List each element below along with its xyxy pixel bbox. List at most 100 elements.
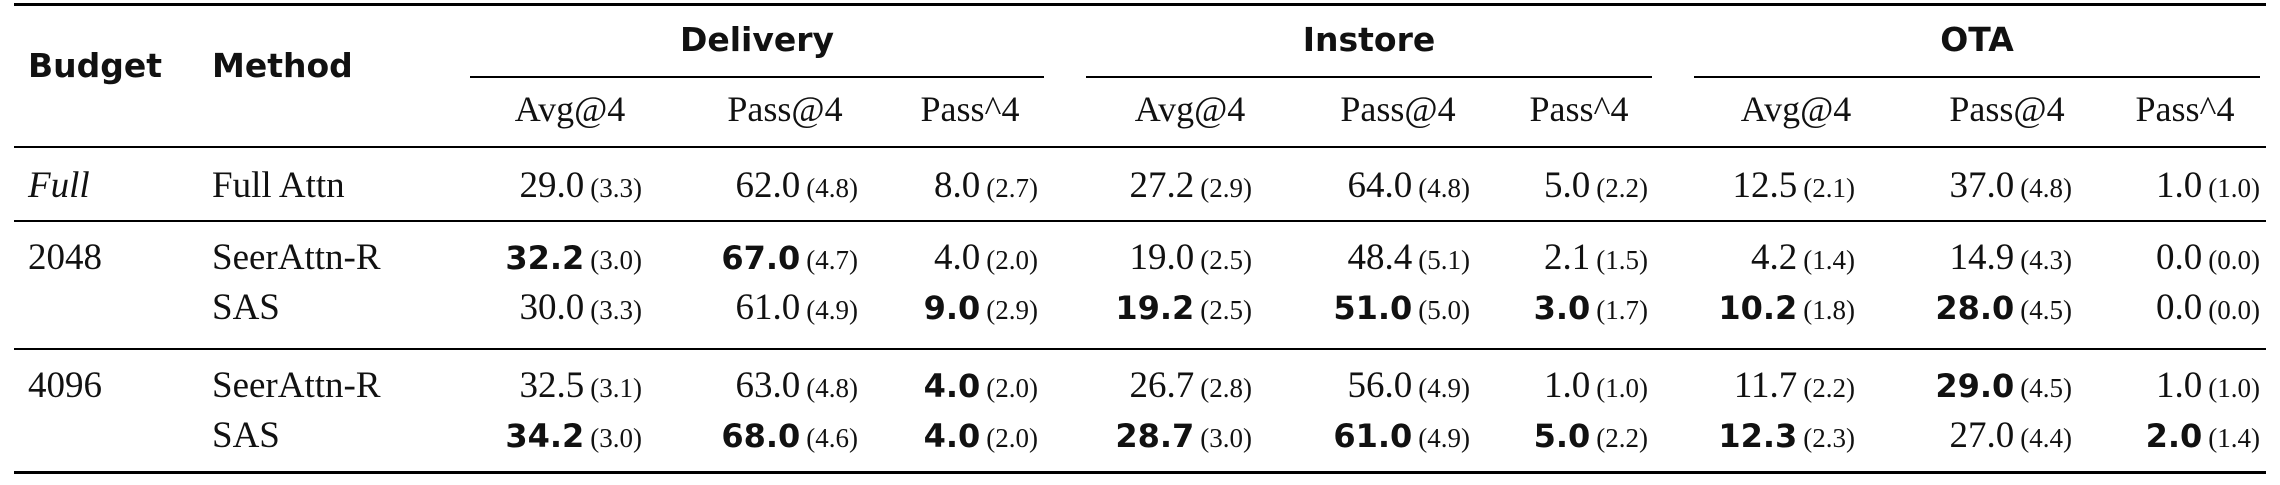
table-cell-delivery-passall: 4.0 (2.0) [924,414,1038,457]
method-cell-full-attn: Full Attn [212,165,345,206]
table-cell-instore-avg: 28.7 (3.0) [1115,414,1252,457]
cell-std-error: (4.8) [806,173,858,203]
table-cell-ota-avg: 12.3 (2.3) [1718,414,1855,457]
table-cell-delivery-avg: 29.0 (3.3) [520,164,642,207]
table-cell-delivery-passall: 9.0 (2.9) [924,286,1038,329]
table-cell-delivery-pass: 68.0 (4.6) [721,414,858,457]
cell-value: 11.7 [1733,365,1798,406]
section-rule-2 [14,348,2266,350]
cell-std-error: (3.3) [590,173,642,203]
table-cell-ota-passall: 1.0 (1.0) [2156,164,2260,207]
table-cell-instore-passall: 5.0 (2.2) [1544,164,1648,207]
cell-std-error: (2.7) [986,173,1038,203]
cell-std-error: (1.0) [1596,373,1648,403]
cell-value: 2.0 [2145,417,2203,455]
cell-value: 27.0 [1949,415,2015,456]
cell-value: 56.0 [1347,365,1413,406]
group-header-ota: OTA [1940,20,2014,59]
table-cell-ota-avg: 10.2 (1.8) [1718,286,1855,329]
cell-value: 0.0 [2156,237,2203,278]
cell-value: 37.0 [1949,165,2015,206]
metric-header-avg-delivery: Avg@4 [514,89,626,129]
cell-value: 1.0 [2156,165,2203,206]
cell-value: 30.0 [519,287,585,328]
table-cell-instore-passall: 1.0 (1.0) [1544,364,1648,407]
cell-value: 4.0 [923,417,981,455]
table-cell-ota-avg: 4.2 (1.4) [1751,236,1855,279]
cell-std-error: (3.3) [590,295,642,325]
cell-std-error: (4.8) [1418,173,1470,203]
cell-std-error: (3.1) [590,373,642,403]
cell-value: 1.0 [2156,365,2203,406]
table-cell-delivery-pass: 67.0 (4.7) [721,236,858,279]
method-cell-seerattn-4096: SeerAttn-R [212,365,381,406]
table-cell-ota-passall: 0.0 (0.0) [2156,236,2260,279]
method-cell-sas-2048: SAS [212,287,280,328]
group-rule-delivery [470,76,1044,78]
cell-value: 12.5 [1732,165,1798,206]
cell-value: 19.0 [1129,237,1195,278]
table-cell-ota-passall: 1.0 (1.0) [2156,364,2260,407]
cell-value: 34.2 [505,417,585,455]
cell-value: 64.0 [1347,165,1413,206]
cell-value: 14.9 [1949,237,2015,278]
cell-std-error: (4.8) [2020,173,2072,203]
table-cell-instore-pass: 64.0 (4.8) [1348,164,1470,207]
cell-std-error: (2.9) [1200,173,1252,203]
cell-std-error: (4.6) [806,423,858,453]
budget-cell-4096: 4096 [28,365,102,406]
cell-std-error: (2.5) [1200,245,1252,275]
cell-std-error: (4.9) [1418,373,1470,403]
budget-cell-full: Full [28,165,90,206]
cell-std-error: (4.7) [806,245,858,275]
cell-std-error: (2.2) [1596,423,1648,453]
cell-std-error: (1.0) [2208,373,2260,403]
table-cell-ota-avg: 12.5 (2.1) [1733,164,1855,207]
cell-std-error: (0.0) [2208,295,2260,325]
group-rule-instore [1086,76,1652,78]
table-cell-ota-passall: 2.0 (1.4) [2146,414,2260,457]
cell-value: 8.0 [934,165,981,206]
table-cell-ota-pass: 27.0 (4.4) [1950,414,2072,457]
cell-std-error: (4.4) [2020,423,2072,453]
budget-header: Budget [28,46,163,85]
table-cell-delivery-pass: 63.0 (4.8) [736,364,858,407]
top-rule [14,3,2266,6]
cell-std-error: (2.2) [1803,373,1855,403]
cell-value: 28.7 [1115,417,1195,455]
table-cell-instore-avg: 27.2 (2.9) [1130,164,1252,207]
cell-std-error: (5.1) [1418,245,1470,275]
cell-value: 19.2 [1115,289,1195,327]
table-cell-delivery-passall: 4.0 (2.0) [924,364,1038,407]
table-cell-delivery-avg: 32.5 (3.1) [520,364,642,407]
table-cell-instore-avg: 19.0 (2.5) [1130,236,1252,279]
metric-header-pass-instore: Pass@4 [1340,89,1456,129]
table-cell-ota-pass: 29.0 (4.5) [1935,364,2072,407]
cell-value: 28.0 [1935,289,2015,327]
group-rule-ota [1694,76,2260,78]
group-header-delivery: Delivery [679,20,835,59]
cell-std-error: (0.0) [2208,245,2260,275]
cell-std-error: (3.0) [1200,423,1252,453]
cell-std-error: (2.5) [1200,295,1252,325]
table-cell-delivery-pass: 62.0 (4.8) [736,164,858,207]
cell-value: 4.0 [923,367,981,405]
cell-std-error: (2.0) [986,373,1038,403]
cell-std-error: (1.4) [1803,245,1855,275]
table-cell-instore-avg: 19.2 (2.5) [1115,286,1252,329]
cell-std-error: (2.8) [1200,373,1252,403]
cell-value: 32.2 [505,239,585,277]
cell-std-error: (1.7) [1596,295,1648,325]
bottom-rule [14,471,2266,474]
table-cell-delivery-passall: 8.0 (2.7) [934,164,1038,207]
method-cell-sas-4096: SAS [212,415,280,456]
table-cell-delivery-passall: 4.0 (2.0) [934,236,1038,279]
budget-cell-2048: 2048 [28,237,102,278]
metric-header-pass-delivery: Pass@4 [727,89,843,129]
cell-value: 26.7 [1129,365,1195,406]
cell-value: 63.0 [735,365,801,406]
metric-header-passall-instore: Pass^4 [1529,89,1629,129]
group-header-instore: Instore [1302,20,1436,59]
cell-std-error: (4.9) [1418,423,1470,453]
